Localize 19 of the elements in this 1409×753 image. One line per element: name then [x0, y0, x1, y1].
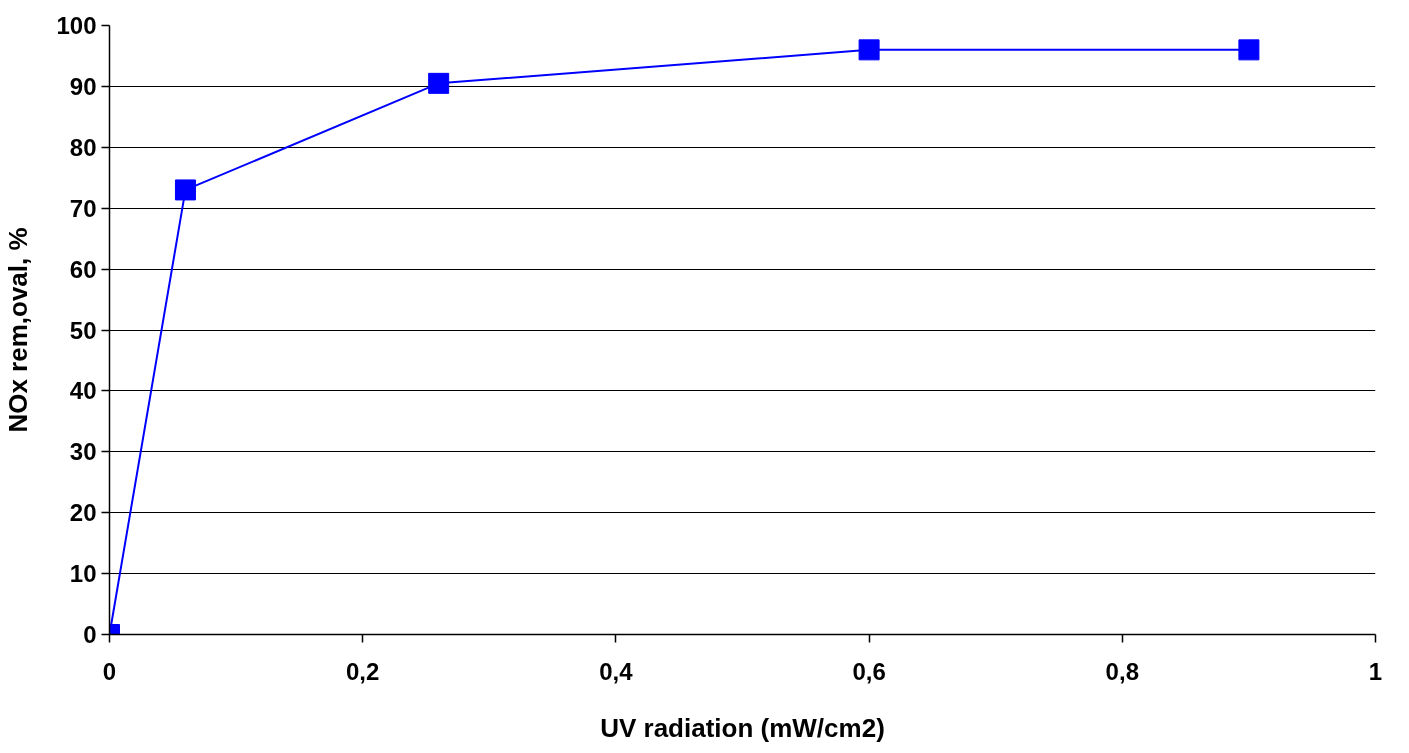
y-tick-label: 50: [69, 316, 97, 344]
y-tick-label: 0: [83, 621, 97, 648]
y-tick-label: 60: [69, 255, 97, 283]
x-tick-label: 0,4: [599, 657, 634, 685]
y-tick-label: 80: [69, 133, 97, 161]
y-tick-label: 90: [69, 72, 97, 100]
y-axis-title: NOx rem,oval, %: [3, 227, 34, 433]
y-tick-label: 10: [69, 560, 97, 588]
x-axis-title: UV radiation (mW/cm2): [600, 712, 885, 743]
x-tick-label: 0,8: [1105, 657, 1139, 685]
x-tick-label: 0,2: [346, 657, 380, 685]
y-tick-label: 30: [69, 438, 97, 466]
y-tick-label: 100: [56, 12, 97, 39]
y-tick-label: 70: [69, 194, 97, 222]
x-tick-label: 0,6: [852, 657, 886, 685]
y-tick-label: 20: [69, 499, 97, 527]
x-tick-label: 0: [102, 657, 117, 685]
x-tick-label: 1: [1368, 657, 1383, 685]
y-tick-label: 40: [69, 377, 97, 405]
